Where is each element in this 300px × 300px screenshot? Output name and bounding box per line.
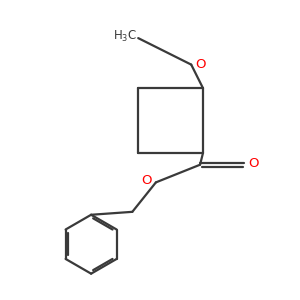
Text: O: O [249, 157, 259, 170]
Text: O: O [141, 174, 152, 188]
Text: O: O [196, 58, 206, 71]
Text: H$_3$C: H$_3$C [112, 29, 137, 44]
